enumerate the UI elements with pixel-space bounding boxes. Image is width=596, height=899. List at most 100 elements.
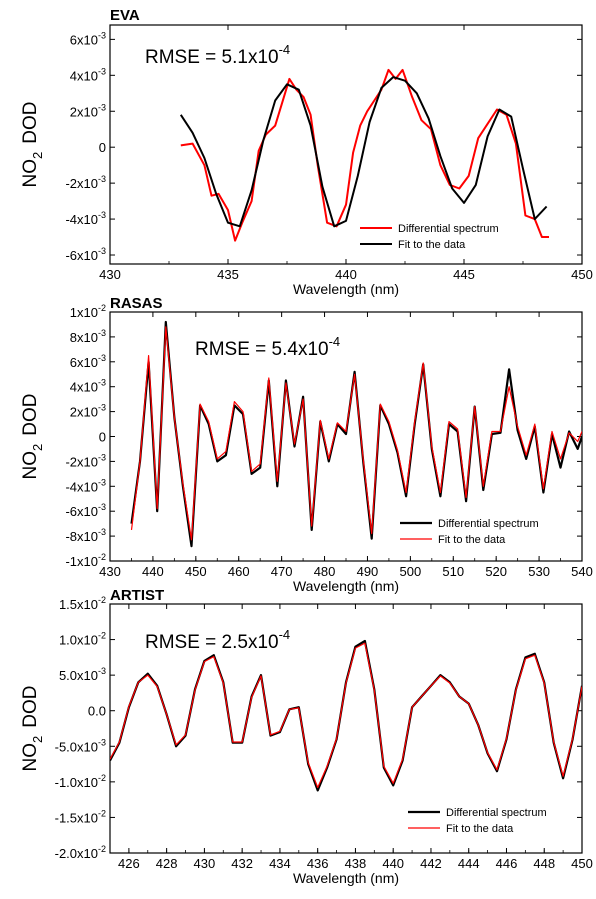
y-tick-label: 1x10-2 [70,303,106,320]
x-tick-label: 480 [314,564,336,579]
x-tick-label: 444 [458,856,480,871]
y-tick-mantissa: -6x10 [65,248,98,263]
rmse-annotation: RMSE = 5.4x10-4 [195,334,340,360]
series-line-1 [110,642,582,789]
y-tick-exponent: -3 [98,477,106,487]
rmse-value: RMSE = 5.1x10 [145,47,279,68]
y-tick-label: -1x10-2 [65,552,106,569]
y-tick-label: -6x10-3 [65,502,106,519]
y-label-dod: DOD [20,102,41,144]
y-tick-exponent: -3 [98,30,106,40]
y-axis-label: NO2 DOD [20,686,45,772]
y-tick-mantissa: 4x10 [70,68,98,83]
x-tick-label: 520 [485,564,507,579]
y-tick-label: -4x10-3 [65,477,106,494]
y-tick-exponent: -2 [98,808,106,818]
x-tick-label: 432 [231,856,253,871]
rmse-exponent: -4 [329,334,341,349]
x-tick-label: 530 [528,564,550,579]
y-tick-mantissa: 8x10 [70,330,98,345]
rmse-annotation: RMSE = 5.1x10-4 [145,42,290,68]
y-tick-exponent: -3 [98,246,106,256]
y-tick-mantissa: -2x10 [65,454,98,469]
y-axis-label: NO2 DOD [20,394,45,480]
y-tick-exponent: -3 [98,66,106,76]
y-tick-exponent: -2 [98,595,106,605]
x-tick-label: 440 [142,564,164,579]
legend-label: Fit to the data [438,534,506,546]
y-label-no: NO [20,743,41,772]
y-tick-label: 6x10-3 [70,30,106,47]
x-tick-label: 428 [156,856,178,871]
y-tick-exponent: -3 [98,666,106,676]
x-tick-label: 436 [307,856,329,871]
y-tick-mantissa: 4x10 [70,380,98,395]
y-tick-label: 6x10-3 [70,353,106,370]
y-tick-exponent: -3 [98,174,106,184]
y-tick-label: -2.0x10-2 [55,844,106,861]
x-tick-label: 426 [118,856,140,871]
x-tick-label: 442 [420,856,442,871]
y-tick-mantissa: -1x10 [65,554,98,569]
legend-label: Differential spectrum [446,807,547,819]
y-tick-mantissa: 5.0x10 [59,668,98,683]
y-tick-exponent: -2 [98,631,106,641]
rmse-value: RMSE = 5.4x10 [195,339,329,360]
y-tick-mantissa: 0 [99,140,106,155]
series-line-1 [130,326,582,541]
y-tick-exponent: -2 [98,844,106,854]
legend-label: Differential spectrum [438,518,539,530]
y-tick-label: -1.0x10-2 [55,773,106,790]
y-tick-mantissa: -8x10 [65,529,98,544]
x-tick-label: 460 [228,564,250,579]
y-tick-exponent: -3 [98,328,106,338]
y-axis-label: NO2 DOD [20,102,45,188]
y-tick-mantissa: -2x10 [65,176,98,191]
y-tick-exponent: -3 [98,502,106,512]
y-tick-exponent: -2 [98,773,106,783]
x-axis-label: Wavelength (nm) [293,870,399,886]
legend-label: Fit to the data [398,239,466,251]
rmse-exponent: -4 [279,42,291,57]
x-tick-label: 470 [271,564,293,579]
rmse-value: RMSE = 2.5x10 [145,632,279,653]
x-tick-label: 440 [382,856,404,871]
x-tick-label: 445 [453,267,475,282]
x-tick-label: 450 [185,564,207,579]
y-tick-label: -5.0x10-3 [55,737,106,754]
y-tick-mantissa: 0 [99,430,106,445]
y-tick-label: -6x10-3 [65,246,106,263]
y-tick-mantissa: 2x10 [70,104,98,119]
y-tick-label: 1.5x10-2 [59,595,106,612]
chart-title: EVA [110,7,140,24]
y-label-no: NO [20,159,41,188]
y-label-subscript: 2 [30,152,45,159]
x-tick-label: 434 [269,856,291,871]
legend-label: Differential spectrum [398,223,499,235]
y-tick-label: 2x10-3 [70,102,106,119]
y-tick-mantissa: -6x10 [65,504,98,519]
y-tick-exponent: -3 [98,102,106,112]
y-tick-exponent: -2 [98,552,106,562]
y-tick-label: -2x10-3 [65,174,106,191]
y-tick-mantissa: 2x10 [70,405,98,420]
y-tick-mantissa: 6x10 [70,355,98,370]
y-tick-mantissa: -4x10 [65,479,98,494]
x-axis-label: Wavelength (nm) [293,578,399,594]
y-tick-exponent: -3 [98,353,106,363]
x-tick-label: 490 [357,564,379,579]
y-tick-label: 4x10-3 [70,378,106,395]
chart-title: RASAS [110,295,163,312]
y-tick-mantissa: 6x10 [70,32,98,47]
x-tick-label: 438 [345,856,367,871]
y-tick-label: 0 [99,140,106,155]
x-tick-label: 450 [571,267,593,282]
chart-title: ARTIST [110,587,164,604]
y-tick-mantissa: 1x10 [70,305,98,320]
y-tick-exponent: -3 [98,403,106,413]
chart-panel-rasas: RASAS 430 440 450 460 470 480 490 500 510 520 530 54… [20,295,593,594]
y-label-no: NO [20,451,41,480]
y-tick-mantissa: 1.5x10 [59,597,98,612]
y-tick-mantissa: -4x10 [65,212,98,227]
